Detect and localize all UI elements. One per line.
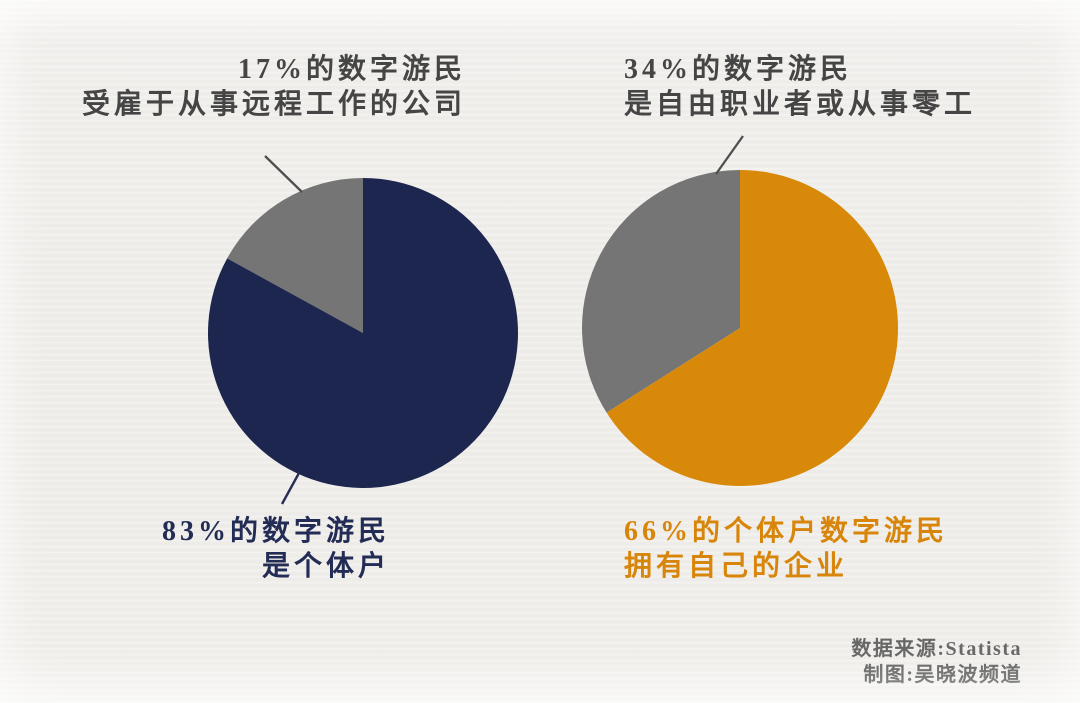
label-line: 83%的数字游民	[161, 516, 390, 547]
leader-line-83pct	[280, 472, 301, 505]
label-34-percent: 34%的数字游民 是自由职业者或从事零工	[624, 52, 976, 122]
label-line: 是个体户	[261, 551, 390, 582]
label-line: 17%的数字游民	[237, 54, 466, 85]
source-line: 制图:吴晓波频道	[863, 664, 1022, 686]
label-83-percent: 83%的数字游民 是个体户	[0, 514, 390, 584]
pie-slice	[227, 178, 363, 333]
pie-chart-own-business	[582, 170, 899, 486]
label-66-percent: 66%的个体户数字游民 拥有自己的企业	[624, 514, 948, 584]
source-line: 数据来源:Statista	[851, 638, 1022, 660]
leader-line-34pct	[715, 135, 744, 175]
label-17-percent: 17%的数字游民 受雇于从事远程工作的公司	[26, 52, 466, 122]
label-line: 是自由职业者或从事零工	[624, 89, 977, 120]
label-line: 66%的个体户数字游民	[624, 516, 949, 547]
leader-line-17pct	[264, 155, 303, 193]
label-line: 34%的数字游民	[624, 54, 853, 85]
pie-slice	[582, 170, 740, 413]
label-line: 受雇于从事远程工作的公司	[81, 89, 466, 120]
label-line: 拥有自己的企业	[624, 551, 849, 582]
pie-slice	[207, 178, 518, 488]
pie-slice	[606, 170, 899, 486]
source-credit: 数据来源:Statista 制图:吴晓波频道	[602, 636, 1022, 688]
pie-chart-employment	[207, 178, 518, 488]
